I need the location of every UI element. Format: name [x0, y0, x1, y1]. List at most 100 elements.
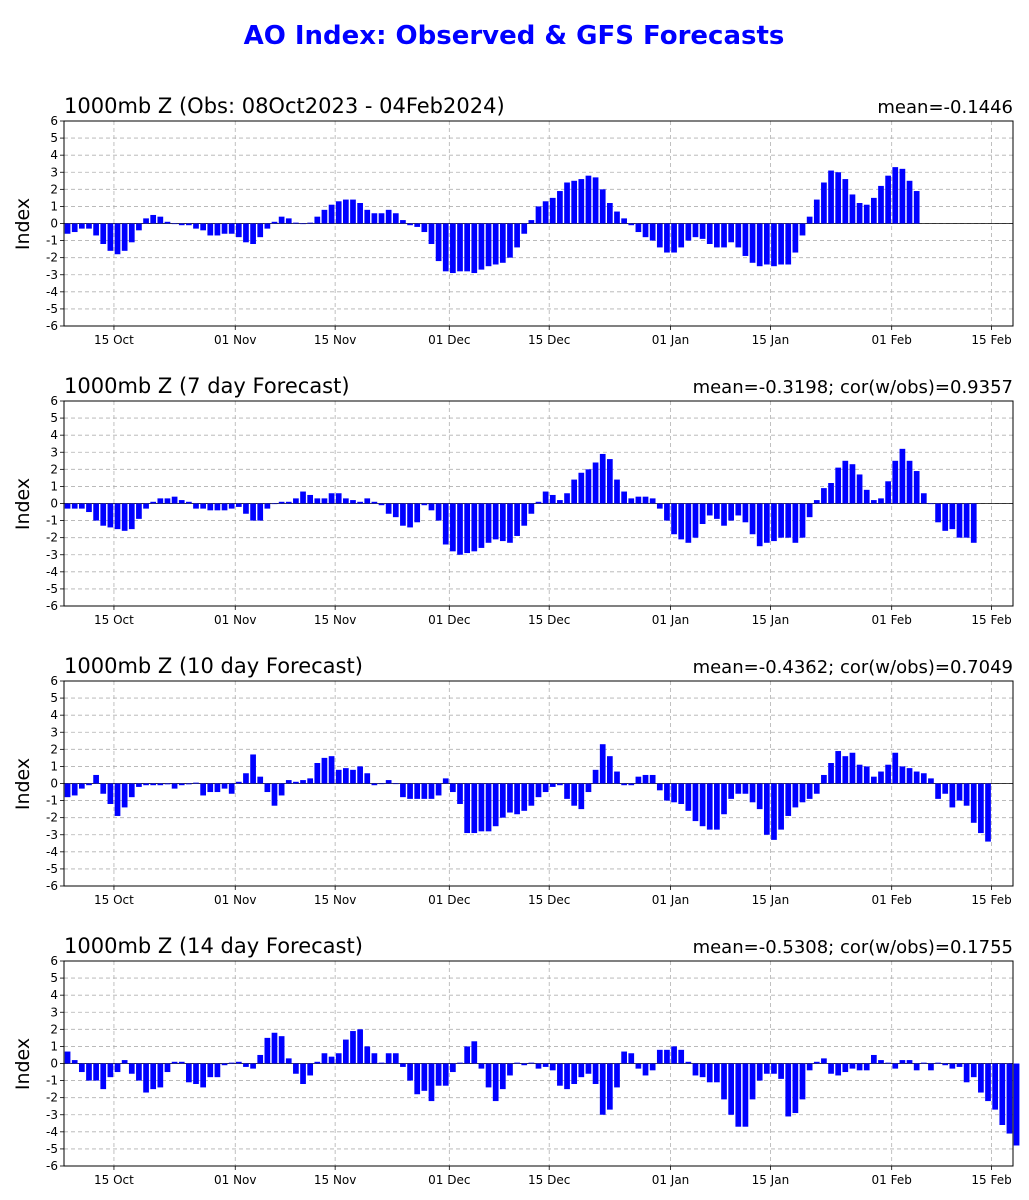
x-tick-label: 15 Jan [752, 1173, 790, 1187]
bar [507, 503, 513, 543]
bar [835, 751, 842, 784]
bar [214, 223, 221, 236]
bar [828, 1063, 834, 1074]
bar [742, 223, 749, 256]
bar [243, 223, 249, 243]
bar [243, 1063, 249, 1067]
bar [335, 769, 342, 784]
bar [728, 503, 735, 521]
bar [671, 783, 677, 803]
bar [542, 201, 549, 224]
bar [892, 167, 899, 224]
bar [614, 1063, 620, 1088]
bar [699, 503, 706, 524]
bar [970, 1063, 977, 1078]
bar [856, 1063, 863, 1071]
bar [678, 783, 685, 804]
bar [842, 1063, 849, 1073]
x-tick-label: 01 Feb [872, 613, 912, 627]
bar [136, 503, 142, 519]
bar [228, 1062, 235, 1064]
bar [264, 503, 271, 509]
bar [621, 1051, 627, 1064]
bar [499, 503, 506, 542]
bar [899, 766, 906, 784]
bar [799, 503, 806, 538]
bar [221, 223, 228, 234]
bar [970, 783, 977, 823]
y-tick-label: -5 [46, 862, 58, 876]
bar [906, 768, 913, 784]
bar [371, 1053, 378, 1064]
bar [821, 774, 827, 784]
bar [492, 503, 499, 540]
bar [164, 498, 171, 504]
bar [628, 1053, 635, 1064]
x-tick-label: 15 Nov [314, 333, 357, 347]
bar [350, 1031, 356, 1064]
bar [421, 503, 428, 506]
bar [785, 503, 792, 538]
bar [392, 1053, 399, 1064]
bar [450, 223, 456, 274]
panel-title: 1000mb Z (10 day Forecast) [64, 654, 363, 678]
x-tick-label: 15 Nov [314, 893, 357, 907]
bar [714, 783, 720, 830]
bar [228, 503, 235, 509]
bar [114, 1063, 121, 1073]
bar [585, 1063, 592, 1074]
x-tick-label: 15 Feb [971, 893, 1011, 907]
bar [642, 1063, 649, 1076]
bar [628, 223, 635, 226]
bar [457, 783, 463, 804]
bar [435, 503, 442, 521]
bar [307, 1063, 314, 1076]
bar [549, 197, 556, 224]
bar [457, 223, 463, 272]
y-tick-label: 0 [50, 1057, 58, 1071]
bar [171, 783, 178, 789]
x-tick-label: 15 Nov [314, 1173, 357, 1187]
panel-14day-forecast: 1000mb Z (14 day Forecast) mean=-0.5308;… [12, 934, 1020, 1187]
bar [649, 223, 656, 241]
bar [649, 498, 656, 504]
y-tick-label: 1 [50, 759, 58, 773]
bar [763, 1063, 770, 1074]
bar [335, 493, 342, 504]
x-tick-label: 01 Dec [428, 333, 470, 347]
bar [378, 783, 385, 785]
bar [606, 1063, 613, 1110]
bar [806, 216, 813, 224]
bar [792, 503, 799, 543]
bar [228, 783, 235, 794]
bar [742, 783, 749, 794]
bar [978, 1063, 984, 1093]
bar [385, 780, 392, 784]
bar [878, 185, 884, 224]
bar [257, 1054, 264, 1064]
bar [307, 494, 314, 504]
bar [835, 467, 842, 504]
bar [243, 503, 249, 514]
bar [442, 1063, 449, 1086]
bar [656, 1049, 663, 1064]
bar [678, 1049, 685, 1064]
bar [328, 1056, 335, 1064]
bar [136, 223, 142, 231]
bar [157, 216, 164, 224]
bar [571, 479, 578, 504]
bar [664, 223, 670, 253]
bar [885, 764, 891, 784]
bar [271, 221, 278, 224]
bar [264, 1037, 271, 1064]
bar [742, 1063, 749, 1127]
bar [150, 1063, 157, 1090]
bar [400, 503, 406, 526]
bar [514, 223, 520, 248]
bar [271, 783, 278, 806]
bar [514, 503, 520, 536]
bar [207, 1063, 214, 1078]
bar [592, 177, 599, 224]
bar [128, 223, 135, 243]
y-tick-label: 1 [50, 199, 58, 213]
